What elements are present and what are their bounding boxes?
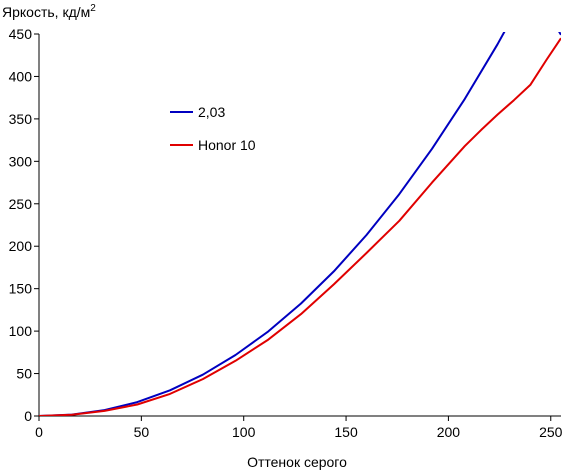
y-tick-label: 200: [9, 238, 33, 254]
y-axis-title-superscript: 2: [90, 3, 96, 14]
x-tick-label: 100: [232, 424, 256, 440]
legend-label-honor-10: Honor 10: [198, 137, 256, 153]
y-tick-label: 250: [9, 196, 33, 212]
y-tick-label: 100: [9, 323, 33, 339]
y-tick-label: 400: [9, 68, 33, 84]
x-tick-label: 50: [134, 424, 150, 440]
y-tick-label: 300: [9, 153, 33, 169]
x-tick-label: 250: [539, 424, 563, 440]
y-axis-title: Яркость, кд/м2: [2, 3, 96, 20]
y-tick-label: 0: [24, 408, 32, 424]
axes: [38, 34, 561, 417]
x-tick-label: 200: [437, 424, 461, 440]
series-line-0: [39, 32, 561, 416]
legend: 2,03 Honor 10: [170, 104, 256, 153]
y-axis-title-text: Яркость, кд/м: [2, 4, 90, 20]
series-layer: [39, 32, 561, 416]
y-tick-label: 350: [9, 111, 33, 127]
x-axis-title: Оттенок серого: [247, 454, 347, 470]
legend-label-2-03: 2,03: [198, 104, 225, 120]
x-tick-label: 0: [35, 424, 43, 440]
y-tick-label: 50: [16, 366, 32, 382]
series-line-1: [39, 37, 561, 416]
y-tick-label: 450: [9, 26, 33, 42]
y-ticks: 0 50 100 150 200 250 300 350 400 450: [9, 26, 39, 424]
x-tick-label: 150: [334, 424, 358, 440]
x-ticks: 0 50 100 150 200 250: [35, 416, 563, 440]
y-tick-label: 150: [9, 281, 33, 297]
